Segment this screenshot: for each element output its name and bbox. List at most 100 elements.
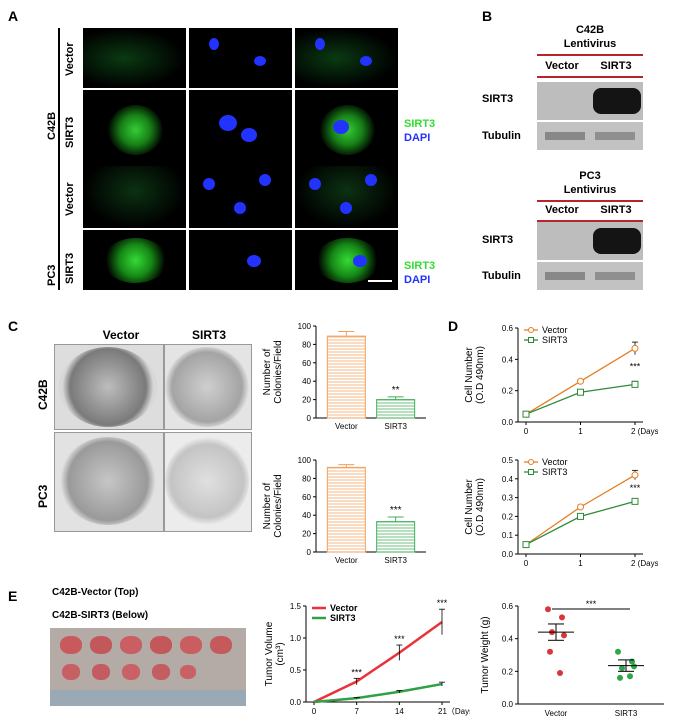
legend-dapi-label: DAPI	[404, 274, 431, 286]
blot-subtitle: Lentivirus	[563, 38, 617, 50]
significance-marker: ***	[394, 634, 405, 644]
y-tick-label: 0	[307, 414, 312, 423]
x-tick-label: 2 (Days)	[631, 427, 658, 436]
axis-ylabel: Cell Number	[464, 479, 475, 535]
scale-bar	[368, 280, 392, 282]
blot-divider	[537, 76, 643, 78]
col-label-sirt3: SIRT3	[191, 328, 226, 342]
y-tick-label: 0.2	[502, 387, 514, 396]
legend-label: SIRT3	[542, 335, 567, 345]
data-point	[522, 410, 530, 418]
y-tick-label: 100	[298, 456, 312, 465]
y-tick-label: 60	[302, 359, 311, 368]
legend-marker	[528, 327, 534, 333]
group-bracket	[58, 28, 60, 170]
legend-dapi-label: DAPI	[404, 132, 431, 144]
micrograph-merge	[295, 90, 398, 170]
data-point	[615, 648, 621, 655]
significance-marker: ***	[630, 361, 641, 371]
row-label-c42b: C42B	[36, 379, 50, 410]
data-point	[577, 388, 584, 396]
micrograph-dapi-channel	[189, 166, 292, 228]
y-tick-label: 1.5	[290, 602, 302, 611]
row-label-vector: Vector	[64, 42, 76, 76]
row-label-sirt3: SIRT3	[64, 116, 76, 148]
x-tick-label: SIRT3	[615, 709, 638, 718]
y-tick-label: 0.4	[502, 475, 514, 484]
axis-ylabel: (cm³)	[275, 642, 286, 665]
row-label-sirt3: SIRT3	[64, 252, 76, 284]
y-tick-label: 60	[302, 493, 311, 502]
chart-tumor-volume: 0.0 0.5 1.0 1.5 0 7 14 21（Days） Tumor Volume(cm³…	[264, 598, 470, 716]
tumor-photo	[50, 628, 246, 706]
blot-band-tubulin	[537, 262, 643, 290]
blot-band-tubulin	[537, 122, 643, 150]
y-tick-label: 0.4	[502, 355, 514, 364]
chart-tumor-weight: 0.0 0.2 0.4 0.6 Tumor Weight (g) Vector SIRT3 *…	[480, 599, 664, 718]
panel-letter-e: E	[8, 588, 18, 604]
data-point	[577, 512, 584, 520]
micrograph-dapi-channel	[189, 28, 292, 88]
data-point	[631, 380, 639, 388]
y-tick-label: 0.5	[290, 666, 302, 675]
legend-sirt3-label: SIRT3	[404, 260, 436, 272]
panel-letter-a: A	[8, 8, 19, 24]
axis-ylabel: (O.D 490nm)	[475, 478, 486, 536]
legend-sirt3-label: SIRT3	[404, 118, 436, 130]
bar	[326, 335, 366, 419]
y-tick-label: 0.2	[502, 667, 514, 676]
x-tick-label: 0	[524, 427, 529, 436]
blot-divider	[537, 220, 643, 222]
micrograph-merge	[295, 28, 398, 88]
x-tick-label: Vector	[545, 709, 568, 718]
x-tick-label: 2 (Days)	[631, 559, 658, 568]
legend-marker	[528, 459, 534, 465]
blot-row-label: Tubulin	[482, 270, 521, 282]
colony-dish-image	[164, 344, 252, 430]
y-tick-label: 0.2	[502, 512, 514, 521]
blot-divider	[537, 200, 643, 202]
micrograph-dapi-channel	[189, 230, 292, 290]
micrograph-sirt3-channel	[83, 230, 186, 290]
legend-label: Vector	[330, 603, 358, 613]
legend-label: SIRT3	[542, 467, 567, 477]
photo-title-below: C42B-SIRT3 (Below)	[52, 610, 149, 621]
blot-row-label: Tubulin	[482, 130, 521, 142]
y-tick-label: 0.5	[502, 456, 514, 465]
y-tick-label: 20	[302, 396, 311, 405]
data-point	[631, 663, 637, 670]
chart-colonies-pc3: 0 20 40 60 80 100 Number of Colonies/Field Vecto…	[262, 456, 426, 565]
x-tick-label: 21（Days）	[438, 707, 470, 716]
chart-colonies-c42b: 0 20 40 60 80 100 Number of Colonies/Field Vecto…	[262, 322, 426, 431]
data-point	[577, 377, 584, 385]
lane-label-sirt3: SIRT3	[600, 204, 632, 216]
blot-row-label: SIRT3	[482, 234, 514, 246]
data-point	[619, 665, 625, 672]
blot-band-sirt3	[537, 222, 643, 260]
series-line	[313, 620, 443, 704]
y-tick-label: 0.6	[502, 324, 514, 333]
y-tick-label: 0.6	[502, 602, 514, 611]
x-tick-label: SIRT3	[384, 556, 407, 565]
x-tick-label: Vector	[335, 422, 358, 431]
colony-dish-image	[54, 344, 164, 430]
x-tick-label: 1	[578, 559, 583, 568]
y-tick-label: 40	[302, 377, 311, 386]
significance-marker: ***	[630, 483, 641, 493]
axis-ylabel: Tumor Weight (g)	[480, 616, 491, 693]
y-tick-label: 100	[298, 322, 312, 331]
y-tick-label: 0.0	[502, 700, 514, 709]
micrograph-sirt3-channel	[83, 90, 186, 170]
legend-label: Vector	[542, 457, 568, 467]
chart-growth-pc3: 0.0 0.1 0.2 0.3 0.4 0.5 0 1 2 (Days) Cell Number(…	[464, 456, 658, 568]
y-tick-label: 0.1	[502, 531, 514, 540]
legend-marker	[528, 337, 534, 343]
axis-ylabel: Cell Number	[464, 347, 475, 403]
panel-letter-b: B	[482, 8, 493, 24]
data-point	[577, 503, 584, 511]
data-point	[559, 614, 565, 621]
x-tick-label: 1	[578, 427, 583, 436]
micrograph-dapi-channel	[189, 90, 292, 170]
lane-label-vector: Vector	[545, 204, 579, 216]
x-tick-label: 0	[524, 559, 529, 568]
